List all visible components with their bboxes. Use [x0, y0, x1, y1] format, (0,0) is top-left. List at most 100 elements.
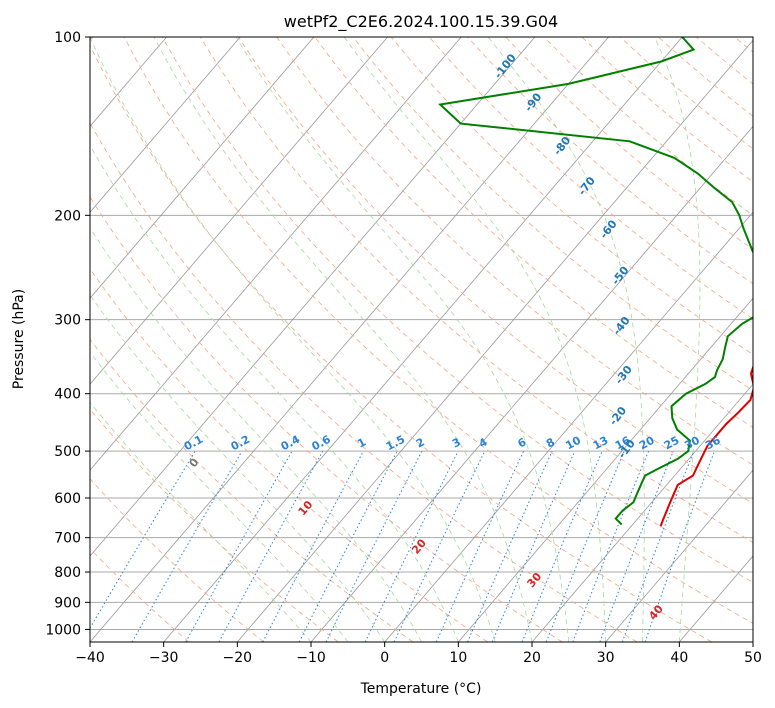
- mixing-ratio-line: [131, 450, 243, 642]
- dry-adiabat-line: [90, 408, 339, 642]
- background-grid: [90, 37, 753, 642]
- dry-adiabat-line: [314, 37, 753, 428]
- mixing-ratio-label: 0.6: [310, 433, 334, 454]
- y-tick-label: 100: [54, 30, 81, 46]
- mixing-ratio-line: [185, 450, 293, 642]
- mixing-ratio-label: 25: [662, 434, 682, 453]
- mixing-ratio-label: 6: [516, 435, 529, 450]
- chart-title: wetPf2_C2E6.2024.100.15.39.G04: [284, 12, 558, 32]
- y-tick-label: 200: [54, 208, 81, 224]
- plot-frame: [89, 36, 754, 643]
- mixing-ratio-line: [599, 450, 674, 642]
- mixing-ratio-line: [545, 450, 625, 642]
- dry-adiabat-label: 30: [525, 570, 545, 590]
- x-tick-label: 40: [670, 650, 688, 666]
- x-tick-label: 30: [597, 650, 615, 666]
- isotherm-line: [457, 297, 753, 642]
- moist-adiabat-line: [90, 351, 349, 642]
- mixing-ratio-label: 0.4: [279, 433, 303, 454]
- x-tick-label: −20: [223, 650, 253, 666]
- isotherm-line: [90, 37, 315, 299]
- isotherm-line: [90, 37, 462, 471]
- mixing-ratio-line: [90, 450, 196, 630]
- y-tick-label: 400: [54, 387, 81, 403]
- x-axis-label: Temperature (°C): [360, 681, 482, 697]
- moist-adiabat-label: -20: [607, 404, 630, 428]
- mixing-ratio-line: [435, 450, 525, 642]
- sounding-series: [438, 37, 753, 527]
- moist-adiabat-label: -50: [609, 264, 632, 288]
- mixing-ratio-line: [521, 450, 603, 642]
- mixing-ratio-line: [298, 450, 398, 642]
- dry-adiabat-line: [428, 37, 753, 320]
- mixing-ratio-label: 10: [563, 434, 583, 453]
- moist-adiabat-line: [90, 144, 459, 642]
- moist-adiabat-line: [654, 37, 701, 642]
- mixing-ratio-line: [644, 450, 715, 642]
- mixing-ratio-label: 1: [355, 435, 368, 450]
- x-tick-label: −40: [75, 650, 105, 666]
- dry-adiabat-line: [543, 37, 753, 216]
- x-tick-label: 0: [380, 650, 389, 666]
- y-tick-label: 700: [54, 531, 81, 547]
- dry-adiabat-line: [734, 37, 753, 53]
- isotherm-line: [90, 37, 241, 213]
- mixing-ratio-label: 4: [477, 435, 490, 450]
- mixing-ratio-line: [325, 450, 423, 642]
- dry-adiabat-line: [238, 37, 753, 504]
- dry-adiabat-line: [505, 37, 753, 250]
- mixing-ratio-label: 0.1: [182, 433, 205, 454]
- moist-adiabat-label: -60: [597, 217, 620, 241]
- axes: −40 −30 −20 −10 0 10 20 30 40 5010020030040050060…: [45, 30, 762, 666]
- dry-adiabat-line: [696, 37, 753, 85]
- dry-adiabat-label: 20: [409, 536, 429, 556]
- mixing-ratio-label: 0.2: [229, 433, 252, 454]
- y-tick-label: 1000: [45, 622, 81, 638]
- dry-adiabat-line: [90, 44, 712, 642]
- dry-adiabat-line: [123, 37, 753, 624]
- mixing-ratio-line: [491, 450, 576, 642]
- moist-adiabat-line: [343, 37, 607, 642]
- mixing-ratio-line: [218, 450, 324, 642]
- mixing-ratio-line: [621, 450, 695, 642]
- dewpoint-line: [438, 37, 753, 526]
- y-axis-label: Pressure (hPa): [11, 289, 27, 389]
- dry-adiabat-line: [90, 338, 414, 642]
- isotherm-line: [90, 37, 536, 557]
- moist-adiabat-label: -40: [610, 314, 633, 338]
- temperature-line: [659, 364, 753, 527]
- moist-adiabat-label: -30: [612, 363, 635, 387]
- y-tick-label: 500: [54, 444, 81, 460]
- dry-adiabat-line: [467, 37, 753, 285]
- isotherm-line: [752, 641, 753, 642]
- dry-adiabat-line: [200, 37, 753, 543]
- x-tick-label: 20: [523, 650, 541, 666]
- isotherm-line: [531, 383, 753, 642]
- moist-adiabat-label: -100: [492, 51, 519, 81]
- y-tick-label: 900: [54, 595, 81, 611]
- isotherm-line: [90, 37, 609, 642]
- dry-adiabat-line: [90, 268, 488, 642]
- dry-adiabat-line: [90, 122, 638, 642]
- moist-adiabat-line: [90, 294, 386, 642]
- mixing-ratio-label: 36: [703, 434, 723, 453]
- mixing-ratio-line: [467, 450, 553, 642]
- dry-adiabat-label: 10: [296, 498, 316, 518]
- isotherm-line: [90, 37, 388, 385]
- moist-adiabat-line: [90, 227, 422, 642]
- moist-adiabat-line: [90, 37, 496, 642]
- dry-adiabat-line: [90, 196, 563, 642]
- y-tick-label: 600: [54, 491, 81, 507]
- mixing-ratio-label: 3: [450, 435, 463, 450]
- mixing-ratio-label: 20: [637, 434, 657, 453]
- dry-adiabat-line: [90, 478, 264, 642]
- line-labels: 0.1 0.2 0.4 0.6 1 1.5 2 3 4 6 8 10 13 16 20 25 30 3601020…: [182, 51, 723, 622]
- moist-adiabat-line: [487, 37, 645, 642]
- mixing-ratio-line: [262, 450, 364, 642]
- isotherm-line: [384, 211, 753, 642]
- dry-adiabat-line: [352, 37, 753, 392]
- mixing-ratio-label: 30: [682, 434, 702, 453]
- mixing-ratio-line: [572, 450, 650, 642]
- y-tick-label: 800: [54, 565, 81, 581]
